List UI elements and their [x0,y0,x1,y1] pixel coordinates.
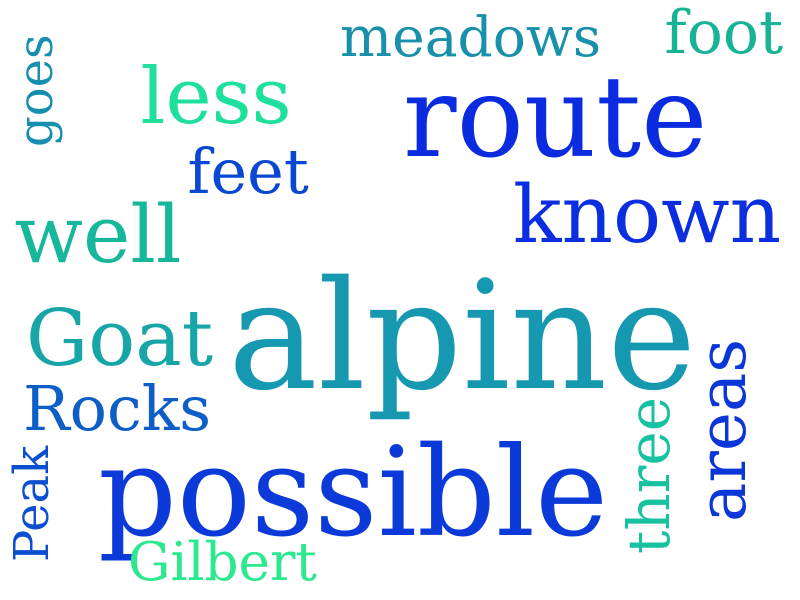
word-peak: Peak [4,445,60,562]
word-three: three [615,396,683,554]
word-meadows: meadows [340,5,602,69]
word-foot: foot [664,0,784,68]
word-rocks: Rocks [23,372,212,445]
word-goat: Goat [26,294,214,384]
word-alpine: alpine [228,249,697,424]
word-gilbert: Gilbert [128,531,317,593]
word-known: known [513,168,782,261]
word-route: route [403,53,708,183]
word-well: well [14,188,182,281]
word-possible: possible [98,421,609,565]
word-less: less [140,52,292,142]
word-goes: goes [8,33,64,147]
word-areas: areas [684,338,761,522]
word-feet: feet [187,135,309,208]
